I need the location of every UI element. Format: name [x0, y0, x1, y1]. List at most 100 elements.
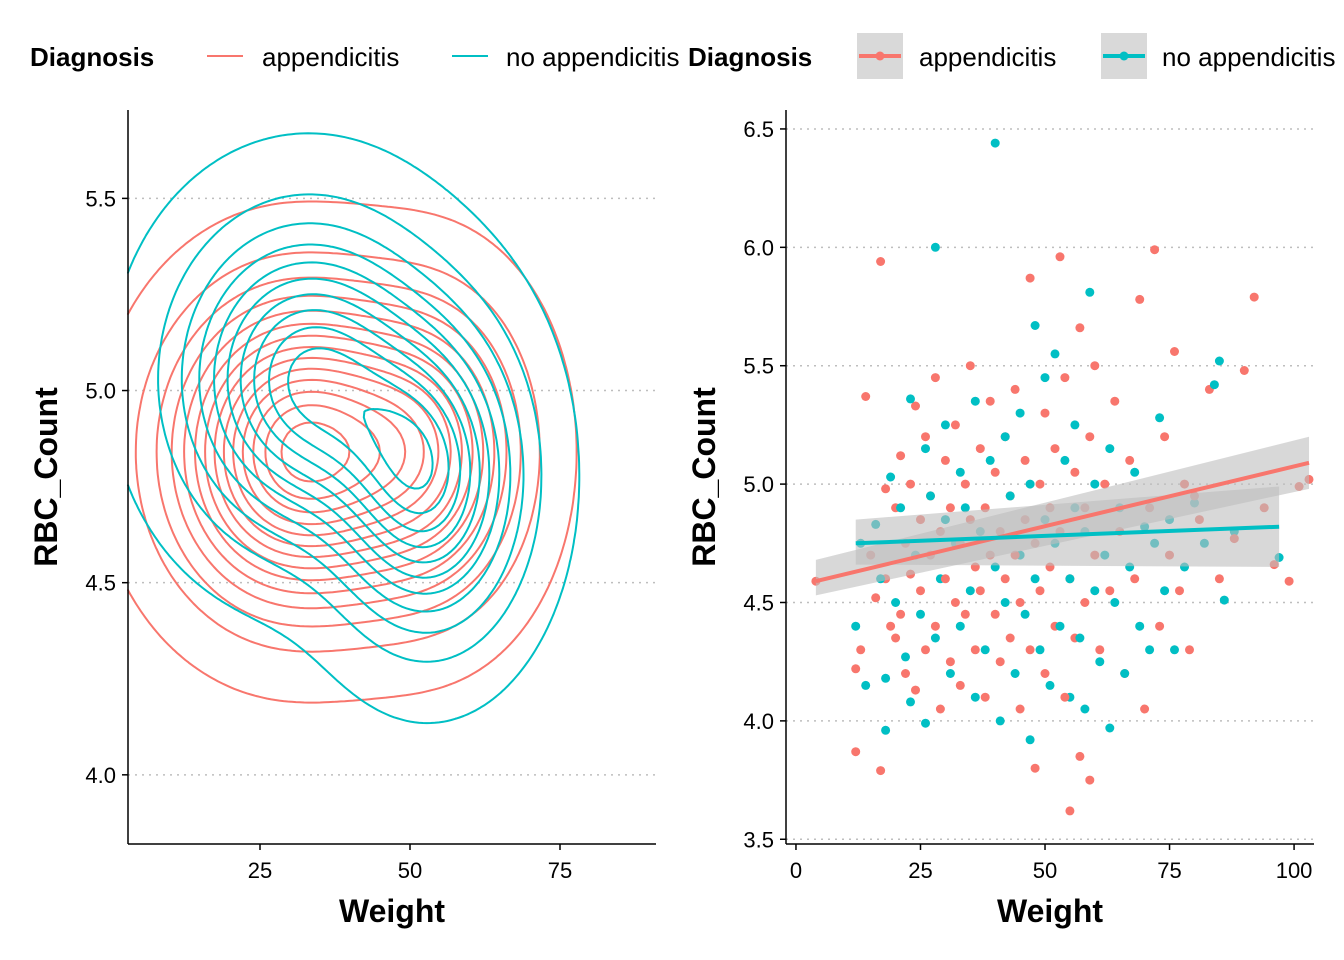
scatter-point-no-appendicitis-44 [1025, 479, 1035, 489]
scatter-point-no-appendicitis-64 [1090, 586, 1100, 596]
scatter-point-no-appendicitis-12 [906, 697, 915, 707]
scatter-point-no-appendicitis-48 [1035, 645, 1045, 655]
scatter-point-appendicitis-4 [861, 392, 871, 401]
scatter-point-appendicitis-69 [1030, 763, 1040, 773]
scatter-fits [815, 436, 1310, 596]
scatter-point-appendicitis-122 [1284, 576, 1294, 586]
density-x-tick-label-0: 25 [248, 858, 272, 883]
scatter-point-no-appendicitis-23 [945, 669, 955, 678]
scatter-point-appendicitis-97 [1110, 396, 1120, 406]
density-contour-no-appendicitis-6 [239, 293, 481, 564]
scatter-point-no-appendicitis-14 [916, 609, 925, 619]
scatter-point-no-appendicitis-57 [1065, 574, 1075, 584]
scatter-point-appendicitis-37 [950, 598, 960, 607]
scatter-y-tick-label-2: 4.5 [743, 590, 774, 615]
scatter-point-appendicitis-46 [975, 444, 985, 454]
scatter-point-appendicitis-47 [975, 586, 985, 596]
legend-1: Diagnosis appendicitis no appendicitis [30, 42, 679, 72]
scatter-point-appendicitis-107 [1160, 432, 1170, 442]
scatter-point-no-appendicitis-9 [896, 503, 906, 513]
scatter-point-no-appendicitis-41 [1015, 408, 1025, 418]
density-y-tick-label-2: 5.0 [85, 379, 116, 404]
scatter-point-no-appendicitis-62 [1080, 704, 1090, 714]
scatter-point-no-appendicitis-19 [930, 242, 940, 252]
scatter-point-no-appendicitis-43 [1020, 609, 1030, 619]
scatter-point-appendicitis-49 [980, 692, 990, 702]
scatter-point-no-appendicitis-55 [1060, 455, 1070, 465]
scatter-point-appendicitis-35 [945, 503, 955, 513]
scatter-point-no-appendicitis-7 [886, 472, 896, 482]
scatter-point-appendicitis-20 [911, 685, 920, 695]
scatter-y-tick-label-6: 6.5 [743, 117, 774, 142]
scatter-point-appendicitis-102 [1135, 294, 1145, 304]
scatter-point-no-appendicitis-36 [995, 716, 1005, 726]
scatter-point-no-appendicitis-45 [1025, 735, 1035, 745]
scatter-point-no-appendicitis-59 [1070, 420, 1080, 430]
scatter-point-no-appendicitis-68 [1105, 444, 1115, 454]
scatter-point-appendicitis-63 [1015, 704, 1025, 714]
scatter-point-no-appendicitis-2 [861, 680, 871, 690]
legend-1-label-appendicitis: appendicitis [262, 42, 399, 72]
scatter-fit-line-appendicitis [815, 460, 1310, 584]
scatter-point-appendicitis-1 [851, 747, 861, 757]
scatter-x-tick-label-0: 0 [790, 858, 802, 883]
scatter-point-appendicitis-60 [1010, 384, 1020, 394]
scatter-point-appendicitis-17 [901, 669, 910, 678]
scatter-point-appendicitis-7 [876, 257, 886, 266]
density-contour-appendicitis-10 [241, 378, 425, 526]
scatter-point-no-appendicitis-10 [901, 652, 910, 662]
scatter-point-no-appendicitis-80 [1160, 586, 1170, 596]
density-ticks: 4.0 4.5 5.0 5.5 25 50 75 [85, 186, 572, 883]
scatter-y-tick-label-3: 5.0 [743, 472, 774, 497]
scatter-point-appendicitis-21 [911, 401, 920, 411]
scatter-point-no-appendicitis-51 [1045, 680, 1055, 690]
scatter-point-appendicitis-8 [876, 766, 886, 776]
legend-1-label-no-appendicitis: no appendicitis [506, 42, 679, 72]
scatter-point-no-appendicitis-69 [1105, 723, 1115, 733]
scatter-point-no-appendicitis-74 [1130, 467, 1140, 477]
scatter-point-appendicitis-116 [1214, 574, 1224, 584]
density-contour-appendicitis-3 [170, 294, 508, 610]
scatter-point-appendicitis-95 [1100, 479, 1110, 489]
scatter-point-appendicitis-110 [1175, 586, 1184, 596]
legend-1-title: Diagnosis [30, 42, 154, 72]
scatter-point-appendicitis-25 [921, 645, 930, 655]
scatter-point-appendicitis-32 [940, 574, 950, 584]
scatter-x-tick-label-2: 50 [1033, 858, 1057, 883]
scatter-point-no-appendicitis-88 [1219, 595, 1229, 605]
scatter-point-no-appendicitis-18 [930, 633, 940, 643]
scatter-point-no-appendicitis-21 [940, 420, 950, 430]
scatter-point-no-appendicitis-53 [1050, 349, 1060, 359]
scatter-point-no-appendicitis-70 [1110, 598, 1120, 607]
scatter-point-appendicitis-51 [985, 396, 995, 406]
scatter-point-appendicitis-67 [1025, 273, 1035, 283]
scatter-point-appendicitis-82 [1065, 806, 1075, 816]
scatter-point-appendicitis-89 [1080, 598, 1090, 607]
scatter-point-appendicitis-90 [1085, 432, 1095, 442]
scatter-y-tick-label-4: 5.5 [743, 354, 774, 379]
scatter-point-no-appendicitis-82 [1170, 645, 1179, 655]
scatter-point-no-appendicitis-65 [1090, 479, 1100, 489]
density-x-tick-label-1: 50 [398, 858, 422, 883]
density-contour-appendicitis-8 [222, 356, 452, 548]
scatter-point-no-appendicitis-29 [970, 396, 980, 406]
scatter-point-appendicitis-112 [1185, 645, 1194, 655]
scatter-point-no-appendicitis-49 [1040, 373, 1050, 383]
legend-2-key-point-no-appendicitis [1119, 51, 1129, 61]
scatter-point-appendicitis-86 [1075, 323, 1085, 333]
scatter-point-appendicitis-40 [960, 479, 970, 489]
scatter-point-no-appendicitis-46 [1030, 574, 1040, 584]
scatter-fit-line-no-appendicitis [855, 524, 1280, 546]
density-y-tick-label-3: 5.5 [85, 186, 116, 211]
scatter-point-appendicitis-28 [930, 621, 940, 631]
scatter-point-appendicitis-109 [1170, 347, 1179, 356]
scatter-point-appendicitis-59 [1005, 633, 1015, 643]
scatter-point-appendicitis-23 [916, 586, 925, 596]
scatter-point-no-appendicitis-75 [1135, 621, 1145, 631]
scatter-point-no-appendicitis-5 [881, 725, 891, 735]
scatter-point-appendicitis-94 [1095, 645, 1105, 655]
scatter-x-tick-label-1: 25 [908, 858, 932, 883]
density-contour-no-appendicitis-3 [198, 243, 512, 613]
scatter-point-no-appendicitis-11 [906, 394, 915, 404]
